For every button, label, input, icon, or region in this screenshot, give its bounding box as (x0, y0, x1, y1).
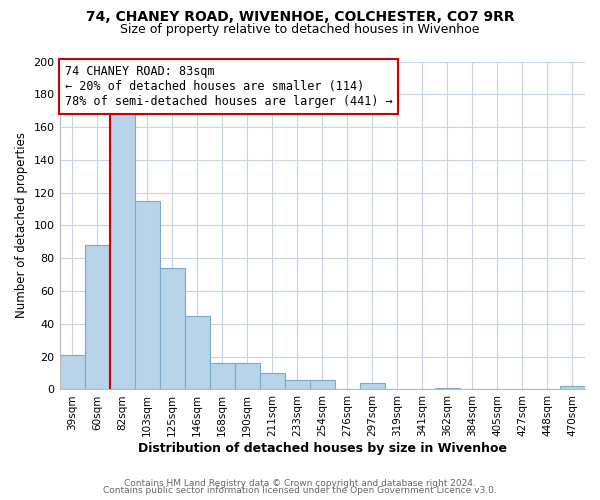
Bar (134, 201, 160, 390)
Bar (235, 363, 260, 390)
Y-axis label: Number of detached properties: Number of detached properties (15, 132, 28, 318)
Bar (435, 388, 460, 390)
Bar (560, 386, 585, 390)
Bar (160, 268, 185, 390)
Bar (360, 383, 385, 390)
Text: Contains public sector information licensed under the Open Government Licence v3: Contains public sector information licen… (103, 486, 497, 495)
Bar (85, 245, 110, 390)
Bar (59, 355, 85, 390)
Bar (260, 373, 285, 390)
Text: 74, CHANEY ROAD, WIVENHOE, COLCHESTER, CO7 9RR: 74, CHANEY ROAD, WIVENHOE, COLCHESTER, C… (86, 10, 514, 24)
Bar (310, 380, 335, 390)
Bar (110, 114, 134, 390)
Text: Size of property relative to detached houses in Wivenhoe: Size of property relative to detached ho… (120, 22, 480, 36)
X-axis label: Distribution of detached houses by size in Wivenhoe: Distribution of detached houses by size … (138, 442, 507, 455)
Bar (185, 316, 209, 390)
Text: 74 CHANEY ROAD: 83sqm
← 20% of detached houses are smaller (114)
78% of semi-det: 74 CHANEY ROAD: 83sqm ← 20% of detached … (65, 65, 392, 108)
Bar (285, 380, 310, 390)
Bar (209, 363, 235, 390)
Text: Contains HM Land Registry data © Crown copyright and database right 2024.: Contains HM Land Registry data © Crown c… (124, 478, 476, 488)
